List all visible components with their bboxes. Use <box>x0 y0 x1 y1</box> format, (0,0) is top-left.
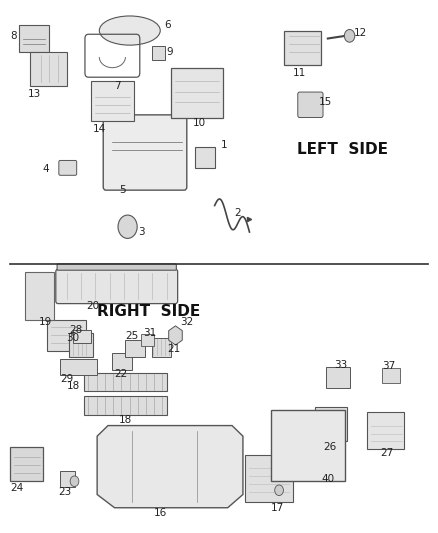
Text: 19: 19 <box>39 317 52 327</box>
Text: 18: 18 <box>119 415 132 425</box>
Text: 17: 17 <box>271 503 284 513</box>
FancyBboxPatch shape <box>245 455 293 503</box>
Text: 9: 9 <box>167 47 173 56</box>
Text: 8: 8 <box>10 31 17 41</box>
Text: 33: 33 <box>334 360 348 369</box>
Text: 3: 3 <box>138 227 145 237</box>
Text: 4: 4 <box>43 165 49 174</box>
Text: 13: 13 <box>28 89 41 99</box>
FancyBboxPatch shape <box>60 359 97 375</box>
FancyBboxPatch shape <box>113 353 132 370</box>
FancyBboxPatch shape <box>152 46 165 60</box>
Text: 21: 21 <box>167 344 180 354</box>
FancyBboxPatch shape <box>284 30 321 65</box>
FancyBboxPatch shape <box>47 319 86 351</box>
Text: 25: 25 <box>125 332 139 342</box>
Text: 16: 16 <box>154 507 167 518</box>
FancyBboxPatch shape <box>56 269 178 304</box>
Circle shape <box>275 485 283 496</box>
FancyBboxPatch shape <box>325 367 350 389</box>
Text: RIGHT  SIDE: RIGHT SIDE <box>97 304 201 319</box>
FancyBboxPatch shape <box>10 447 43 481</box>
FancyBboxPatch shape <box>25 272 53 319</box>
FancyBboxPatch shape <box>171 68 223 118</box>
FancyBboxPatch shape <box>84 373 167 391</box>
FancyBboxPatch shape <box>271 410 345 481</box>
FancyBboxPatch shape <box>59 160 77 175</box>
Text: 18: 18 <box>67 381 80 391</box>
Text: 29: 29 <box>60 374 74 384</box>
Text: 5: 5 <box>119 184 126 195</box>
Text: 7: 7 <box>115 81 121 91</box>
Text: 40: 40 <box>321 474 334 483</box>
FancyBboxPatch shape <box>19 25 49 52</box>
FancyBboxPatch shape <box>367 413 404 449</box>
Text: LEFT  SIDE: LEFT SIDE <box>297 142 389 157</box>
FancyBboxPatch shape <box>125 340 145 357</box>
FancyBboxPatch shape <box>315 407 347 441</box>
Text: 6: 6 <box>165 20 171 30</box>
Text: 37: 37 <box>382 361 396 371</box>
Text: 12: 12 <box>354 28 367 38</box>
Text: 15: 15 <box>319 97 332 107</box>
FancyBboxPatch shape <box>91 81 134 120</box>
Text: 31: 31 <box>143 328 156 338</box>
Circle shape <box>344 29 355 42</box>
Text: 32: 32 <box>180 317 193 327</box>
Text: 10: 10 <box>193 118 206 128</box>
Text: 26: 26 <box>323 442 337 452</box>
Text: 14: 14 <box>93 124 106 134</box>
FancyBboxPatch shape <box>195 147 215 168</box>
Text: 23: 23 <box>58 487 71 497</box>
FancyBboxPatch shape <box>60 471 75 487</box>
FancyBboxPatch shape <box>69 333 93 357</box>
FancyBboxPatch shape <box>73 330 91 343</box>
FancyBboxPatch shape <box>57 264 177 270</box>
Text: 30: 30 <box>66 333 79 343</box>
FancyBboxPatch shape <box>152 338 171 357</box>
FancyBboxPatch shape <box>141 334 154 346</box>
FancyBboxPatch shape <box>298 92 323 117</box>
Text: 24: 24 <box>10 482 23 492</box>
Text: 11: 11 <box>293 68 306 78</box>
Text: 27: 27 <box>380 448 393 458</box>
Text: 1: 1 <box>221 140 228 150</box>
Text: 22: 22 <box>115 369 128 378</box>
FancyBboxPatch shape <box>103 115 187 190</box>
Text: 2: 2 <box>234 208 241 219</box>
FancyBboxPatch shape <box>382 368 399 383</box>
Polygon shape <box>97 425 243 508</box>
Ellipse shape <box>99 16 160 45</box>
Circle shape <box>118 215 137 238</box>
Circle shape <box>70 476 79 487</box>
FancyBboxPatch shape <box>30 52 67 86</box>
Text: 20: 20 <box>86 301 99 311</box>
FancyBboxPatch shape <box>84 397 167 415</box>
Text: 28: 28 <box>69 325 82 335</box>
